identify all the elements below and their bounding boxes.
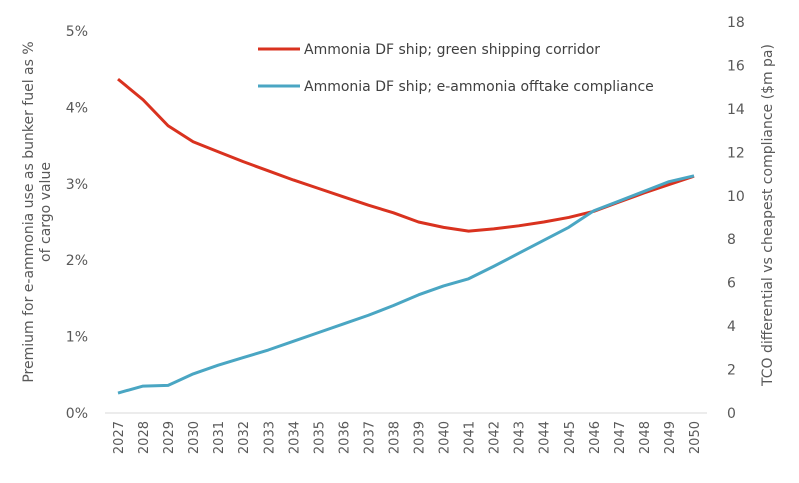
right-tick-label: 16 xyxy=(727,58,745,74)
x-axis-ticks: 2027 2028 2029 2030 2031 2032 2033 2034 2035 2036… xyxy=(112,421,703,454)
legend-label-offtake-compliance: Ammonia DF ship; e-ammonia offtake compl… xyxy=(304,79,654,95)
x-tick-label: 2032 xyxy=(237,421,252,454)
left-axis-title-line-2: of cargo value xyxy=(38,162,54,262)
x-tick-label: 2042 xyxy=(488,421,503,454)
series-lines xyxy=(117,77,695,395)
x-tick-label: 2050 xyxy=(688,421,703,454)
x-tick-label: 2040 xyxy=(438,421,453,454)
x-tick-label: 2031 xyxy=(212,421,227,454)
x-tick-label: 2030 xyxy=(187,421,202,454)
right-tick-label: 8 xyxy=(727,232,736,248)
series-line-green-corridor xyxy=(117,77,695,233)
x-tick-label: 2041 xyxy=(463,421,478,454)
x-tick-label: 2039 xyxy=(413,421,428,454)
x-tick-label: 2038 xyxy=(387,421,402,454)
right-tick-label: 12 xyxy=(727,145,745,161)
left-axis-ticks: 0% 1% 2% 3% 4% 5% xyxy=(66,24,88,422)
x-tick-label: 2028 xyxy=(137,421,152,454)
x-tick-label: 2029 xyxy=(162,421,177,454)
x-tick-label: 2037 xyxy=(362,421,377,454)
legend-label-green-corridor: Ammonia DF ship; green shipping corridor xyxy=(304,42,600,58)
x-tick-label: 2027 xyxy=(112,421,127,454)
x-tick-label: 2044 xyxy=(538,421,553,454)
x-tick-label: 2045 xyxy=(563,421,578,454)
right-tick-label: 2 xyxy=(727,363,736,379)
series-line-offtake-compliance xyxy=(117,174,695,395)
x-tick-label: 2034 xyxy=(287,421,302,454)
right-tick-label: 18 xyxy=(727,15,745,31)
right-tick-label: 10 xyxy=(727,189,745,205)
x-tick-label: 2049 xyxy=(663,421,678,454)
left-tick-label: 1% xyxy=(66,330,88,346)
left-tick-label: 0% xyxy=(66,406,88,422)
right-axis-title: TCO differential vs cheapest compliance … xyxy=(760,44,776,387)
x-tick-label: 2036 xyxy=(337,421,352,454)
right-tick-label: 0 xyxy=(727,406,736,422)
x-tick-label: 2043 xyxy=(513,421,528,454)
right-tick-label: 14 xyxy=(727,102,745,118)
right-tick-label: 6 xyxy=(727,276,736,292)
left-axis-title-line-1: Premium for e-ammonia use as bunker fuel… xyxy=(21,41,37,382)
right-tick-label: 4 xyxy=(727,319,736,335)
left-tick-label: 3% xyxy=(66,177,88,193)
x-tick-label: 2035 xyxy=(312,421,327,454)
right-axis-ticks: 0 2 4 6 8 10 12 14 16 18 xyxy=(727,15,745,422)
legend: Ammonia DF ship; green shipping corridor… xyxy=(258,42,654,95)
x-tick-label: 2047 xyxy=(613,421,628,454)
left-tick-label: 4% xyxy=(66,100,88,116)
x-tick-label: 2046 xyxy=(588,421,603,454)
left-tick-label: 2% xyxy=(66,253,88,269)
left-tick-label: 5% xyxy=(66,24,88,40)
x-tick-label: 2033 xyxy=(262,421,277,454)
x-tick-label: 2048 xyxy=(638,421,653,454)
